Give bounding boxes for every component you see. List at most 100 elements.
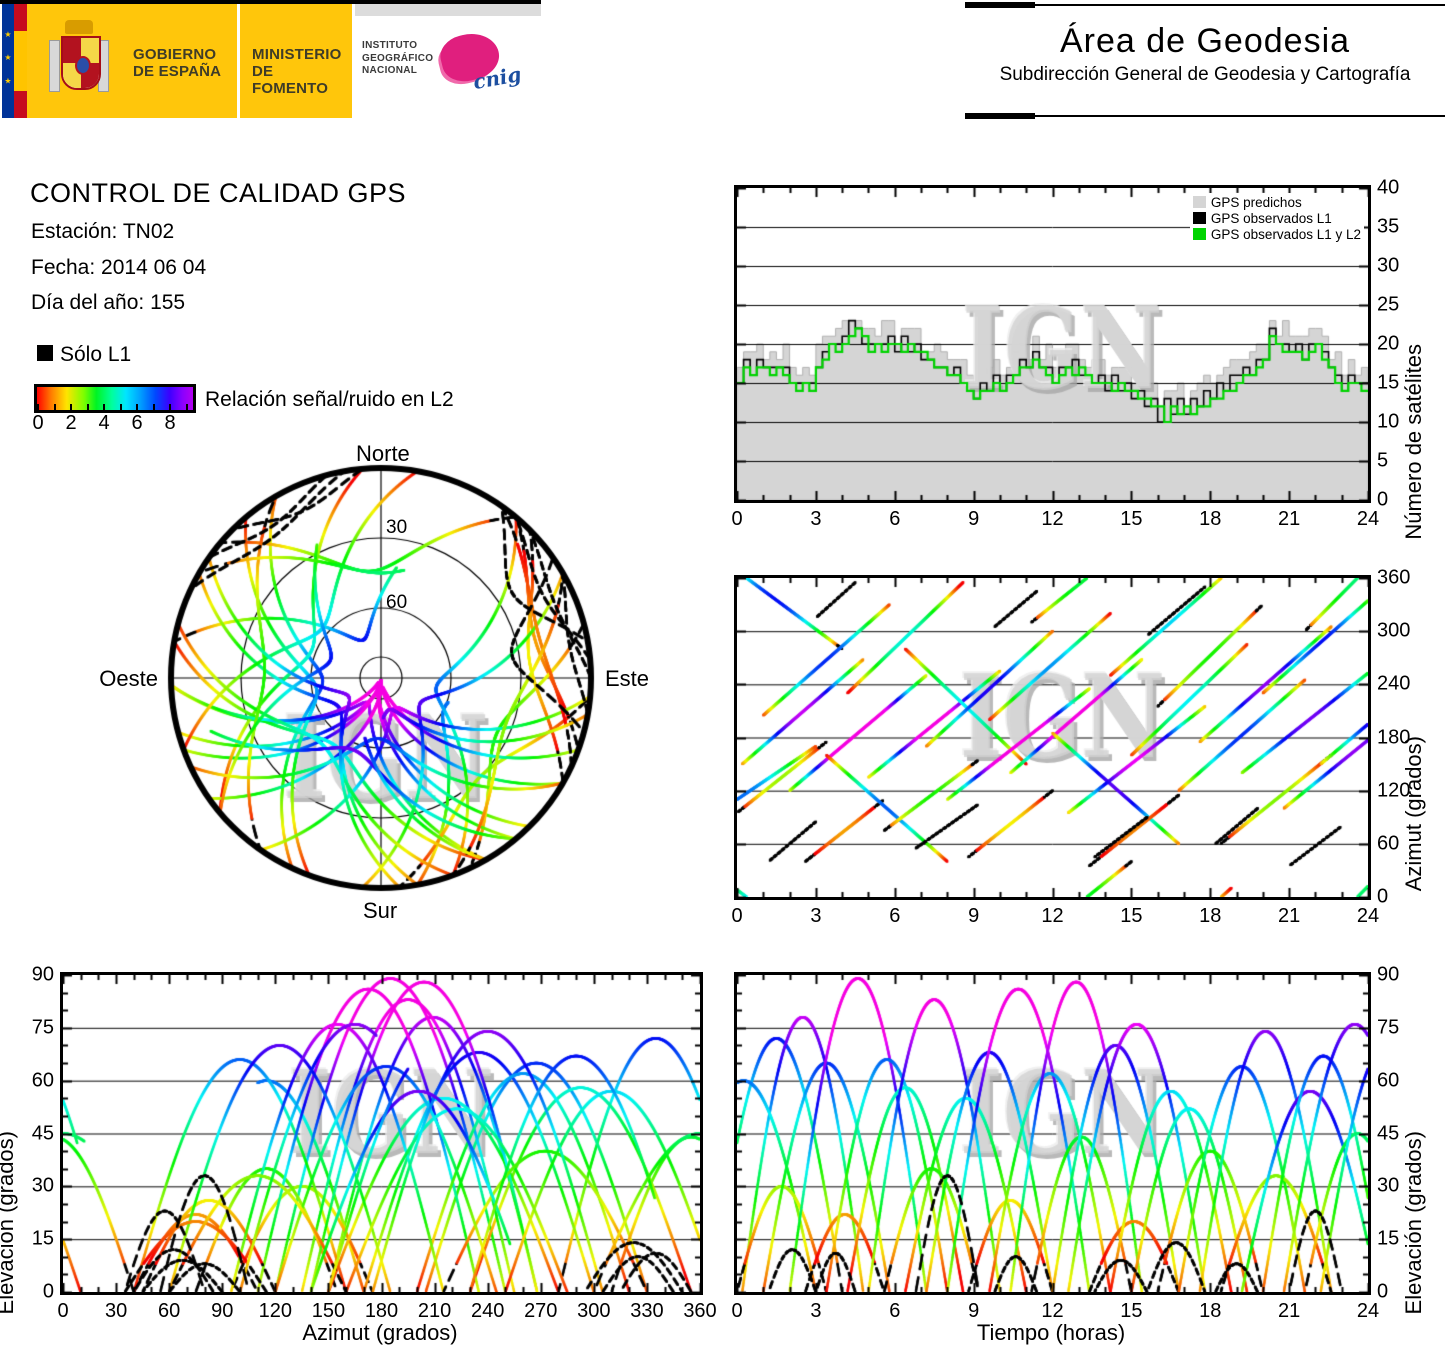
azt-y-tick-label: 180 <box>1377 726 1411 748</box>
elt-y-tick-label: 30 <box>1377 1174 1400 1197</box>
elt-x-tick-label: 15 <box>1120 1300 1143 1322</box>
count-y-tick-label: 40 <box>1377 176 1400 199</box>
elt-x-tick-label: 0 <box>731 1300 743 1322</box>
legend-label-l1l2: GPS observados L1 y L2 <box>1210 226 1361 242</box>
elt-y-tick-label: 0 <box>1377 1280 1389 1303</box>
snr-colorbar-tick <box>37 404 39 410</box>
elt-x-tick-label: 21 <box>1278 1300 1301 1322</box>
sky-label-este: Este <box>605 666 650 691</box>
elt-x-tick-label: 24 <box>1356 1300 1380 1322</box>
elaz-x-tick-label: 210 <box>417 1300 452 1322</box>
azimuth-time-chart <box>734 575 1371 900</box>
legend-label-l1: GPS observados L1 <box>1210 210 1332 226</box>
doy-line: Día del año: 155 <box>31 291 186 314</box>
ign-box-topbar <box>355 4 541 16</box>
sky-plot-canvas <box>146 443 616 913</box>
elevation-time-canvas <box>737 975 1368 1292</box>
elt-y-tick-label: 75 <box>1377 1016 1400 1039</box>
elaz-x-tick-label: 150 <box>311 1300 346 1322</box>
legend-swatch-predichos <box>1192 196 1206 208</box>
snr-colorbar-tick <box>169 404 172 410</box>
azt-y-tick-label: 240 <box>1377 672 1411 695</box>
gobierno-label: GOBIERNO DE ESPAÑA <box>133 46 222 80</box>
azt-y-tick-label: 120 <box>1377 779 1411 802</box>
count-x-tick-label: 6 <box>889 508 901 530</box>
azimuth-time-canvas <box>737 578 1368 897</box>
elaz-y-tick-label: 0 <box>42 1280 54 1303</box>
azt-x-tick-label: 0 <box>731 905 743 927</box>
elt-x-tick-label: 12 <box>1041 1300 1064 1322</box>
date-line: Fecha: 2014 06 04 <box>31 256 207 279</box>
azt-x-tick-label: 12 <box>1041 905 1064 927</box>
coat-of-arms <box>41 18 117 104</box>
ign-logo-box: INSTITUTO GEOGRÁFICO NACIONAL cnig <box>355 4 541 118</box>
elevation-azimuth-canvas <box>63 975 700 1292</box>
elaz-y-tick-label: 75 <box>31 1016 54 1039</box>
elaz-y-tick-label: 45 <box>31 1122 54 1144</box>
snr-colorbar-tick-label: 2 <box>65 412 77 434</box>
elaz-x-tick-label: 270 <box>524 1300 558 1322</box>
elaz-x-tick-label: 360 <box>683 1300 717 1322</box>
snr-colorbar <box>34 384 196 413</box>
count-x-tick-label: 0 <box>731 508 743 530</box>
snr-colorbar-tick <box>103 404 106 410</box>
satellite-count-chart: GPS predichos GPS observados L1 GPS obse… <box>734 185 1371 503</box>
elevation-az-x-axis-title: Azimut (grados) <box>302 1320 458 1345</box>
elaz-x-tick-label: 180 <box>364 1300 399 1322</box>
count-y-tick-label: 35 <box>1377 215 1400 238</box>
snr-colorbar-tick <box>86 404 89 410</box>
solo-l1-label: Sólo L1 <box>60 343 132 366</box>
elaz-x-tick-label: 0 <box>57 1300 69 1322</box>
pillar-icon <box>49 40 60 92</box>
azt-x-tick-label: 6 <box>889 905 901 927</box>
gobierno-logo-box: GOBIERNO DE ESPAÑA <box>27 4 237 118</box>
instituto-label: INSTITUTO GEOGRÁFICO NACIONAL <box>362 40 434 76</box>
elt-y-tick-label: 60 <box>1377 1069 1400 1092</box>
azimuth-y-axis-title: Azimut (grados) <box>1401 736 1426 892</box>
area-title: Área de Geodesia <box>1059 22 1351 60</box>
snr-colorbar-tick <box>185 404 188 410</box>
azt-x-tick-label: 21 <box>1278 905 1301 927</box>
sky-label-oeste: Oeste <box>99 666 158 691</box>
count-x-tick-label: 9 <box>968 508 980 530</box>
legend-swatch-l1l2 <box>1192 228 1206 240</box>
elaz-x-tick-label: 330 <box>630 1300 664 1322</box>
elt-x-tick-label: 18 <box>1199 1300 1222 1322</box>
elt-y-tick-label: 15 <box>1377 1227 1400 1250</box>
elaz-y-tick-label: 60 <box>31 1069 54 1092</box>
ministerio-logo-box: MINISTERIO DE FOMENTO <box>240 4 352 118</box>
elevation-time-y-axis-title: Elevación (grados) <box>1401 1131 1426 1315</box>
elt-y-tick-label: 45 <box>1377 1122 1400 1144</box>
snr-colorbar-tick <box>152 404 155 410</box>
area-subtitle: Subdirección General de Geodesia y Carto… <box>999 64 1411 85</box>
elt-x-tick-label: 6 <box>889 1300 901 1322</box>
snr-colorbar-tick-label: 4 <box>98 412 110 434</box>
count-y-tick-label: 30 <box>1377 254 1400 277</box>
azt-y-tick-label: 60 <box>1377 832 1400 855</box>
solo-l1-swatch <box>37 345 53 361</box>
elevation-time-chart <box>734 972 1371 1295</box>
elaz-x-tick-label: 120 <box>258 1300 293 1322</box>
elaz-x-tick-label: 240 <box>470 1300 505 1322</box>
elaz-y-tick-label: 90 <box>31 963 54 986</box>
sky-label-norte: Norte <box>356 441 410 466</box>
elt-x-tick-label: 3 <box>810 1300 822 1322</box>
count-y-tick-label: 20 <box>1377 332 1400 355</box>
crown-icon <box>65 20 93 34</box>
eu-stars: ★ ★ ★ <box>3 30 13 92</box>
top-border-line <box>0 0 541 4</box>
count-y-tick-label: 10 <box>1377 410 1400 433</box>
count-y-axis-title: Número de satélites <box>1401 344 1426 540</box>
shield-icon <box>61 36 101 90</box>
elaz-x-tick-label: 30 <box>104 1300 128 1322</box>
count-x-tick-label: 18 <box>1199 508 1222 530</box>
elt-x-tick-label: 9 <box>968 1300 980 1322</box>
elt-y-tick-label: 90 <box>1377 963 1400 986</box>
eu-flag-bar: ★ ★ ★ <box>2 4 14 118</box>
count-x-tick-label: 15 <box>1120 508 1143 530</box>
snr-colorbar-tick-label: 0 <box>32 412 44 434</box>
count-x-tick-label: 24 <box>1356 508 1380 530</box>
snr-colorbar-tick <box>136 404 139 410</box>
ministerio-label: MINISTERIO DE FOMENTO <box>252 46 342 97</box>
